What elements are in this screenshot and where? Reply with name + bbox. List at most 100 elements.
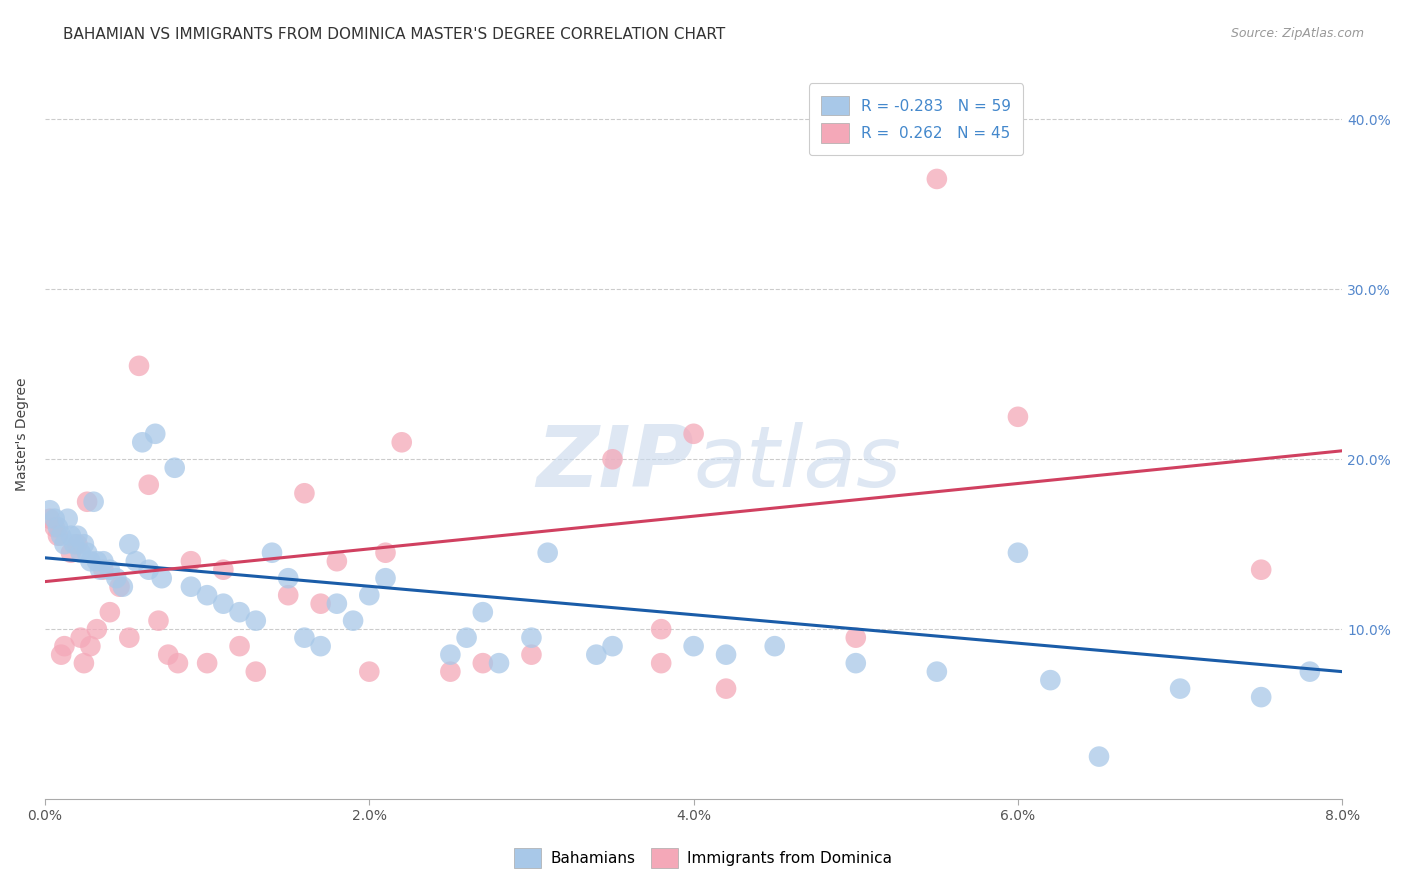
Point <box>56 512 79 526</box>
Point <box>73 656 96 670</box>
Point <box>245 614 267 628</box>
Legend: R = -0.283   N = 59, R =  0.262   N = 45: R = -0.283 N = 59, R = 0.262 N = 45 <box>808 84 1024 155</box>
Point <box>650 622 672 636</box>
Point <box>602 639 624 653</box>
Point <box>138 477 160 491</box>
Point <box>374 571 396 585</box>
Point <box>76 546 98 560</box>
Point <box>326 597 349 611</box>
Point <box>111 580 134 594</box>
Point <box>471 656 494 670</box>
Point <box>53 639 76 653</box>
Point <box>1039 673 1062 687</box>
Point <box>260 546 283 560</box>
Point <box>212 563 235 577</box>
Point <box>520 648 543 662</box>
Point <box>1250 690 1272 705</box>
Point <box>118 537 141 551</box>
Point <box>585 648 607 662</box>
Point <box>148 614 170 628</box>
Point <box>69 631 91 645</box>
Point <box>228 639 250 653</box>
Point <box>294 631 316 645</box>
Point <box>143 426 166 441</box>
Point <box>488 656 510 670</box>
Point <box>245 665 267 679</box>
Point <box>79 639 101 653</box>
Point <box>76 494 98 508</box>
Point <box>105 571 128 585</box>
Point <box>131 435 153 450</box>
Y-axis label: Master's Degree: Master's Degree <box>15 377 30 491</box>
Point <box>309 639 332 653</box>
Point <box>1299 665 1322 679</box>
Point <box>93 554 115 568</box>
Point <box>86 554 108 568</box>
Point <box>359 588 381 602</box>
Point <box>602 452 624 467</box>
Point <box>138 563 160 577</box>
Point <box>38 503 60 517</box>
Point <box>46 529 69 543</box>
Point <box>763 639 786 653</box>
Point <box>118 631 141 645</box>
Point <box>294 486 316 500</box>
Point <box>125 554 148 568</box>
Text: Source: ZipAtlas.com: Source: ZipAtlas.com <box>1230 27 1364 40</box>
Point <box>180 580 202 594</box>
Point <box>682 639 704 653</box>
Text: BAHAMIAN VS IMMIGRANTS FROM DOMINICA MASTER'S DEGREE CORRELATION CHART: BAHAMIAN VS IMMIGRANTS FROM DOMINICA MAS… <box>63 27 725 42</box>
Point <box>537 546 560 560</box>
Point <box>180 554 202 568</box>
Point <box>374 546 396 560</box>
Point <box>38 512 60 526</box>
Point <box>51 529 73 543</box>
Point <box>53 537 76 551</box>
Point <box>157 648 180 662</box>
Point <box>46 520 69 534</box>
Point <box>93 563 115 577</box>
Point <box>195 656 218 670</box>
Point <box>195 588 218 602</box>
Point <box>1168 681 1191 696</box>
Point <box>59 546 82 560</box>
Point <box>79 554 101 568</box>
Point <box>44 520 66 534</box>
Point <box>44 512 66 526</box>
Point <box>228 605 250 619</box>
Point <box>342 614 364 628</box>
Point <box>1088 749 1111 764</box>
Point <box>51 648 73 662</box>
Point <box>471 605 494 619</box>
Point <box>326 554 349 568</box>
Point <box>89 563 111 577</box>
Point <box>163 460 186 475</box>
Point <box>277 571 299 585</box>
Point <box>520 631 543 645</box>
Point <box>83 494 105 508</box>
Point <box>309 597 332 611</box>
Point <box>714 681 737 696</box>
Point <box>108 580 131 594</box>
Point <box>98 605 121 619</box>
Point <box>439 648 461 662</box>
Point <box>925 172 948 186</box>
Point <box>73 537 96 551</box>
Point <box>98 563 121 577</box>
Point <box>925 665 948 679</box>
Point <box>456 631 478 645</box>
Point <box>650 656 672 670</box>
Text: ZIP: ZIP <box>536 422 693 505</box>
Point <box>212 597 235 611</box>
Point <box>59 529 82 543</box>
Point <box>66 529 89 543</box>
Point <box>1007 409 1029 424</box>
Point <box>167 656 190 670</box>
Point <box>359 665 381 679</box>
Point <box>845 631 868 645</box>
Point <box>66 537 89 551</box>
Point <box>150 571 173 585</box>
Point <box>69 546 91 560</box>
Legend: Bahamians, Immigrants from Dominica: Bahamians, Immigrants from Dominica <box>506 840 900 875</box>
Point <box>682 426 704 441</box>
